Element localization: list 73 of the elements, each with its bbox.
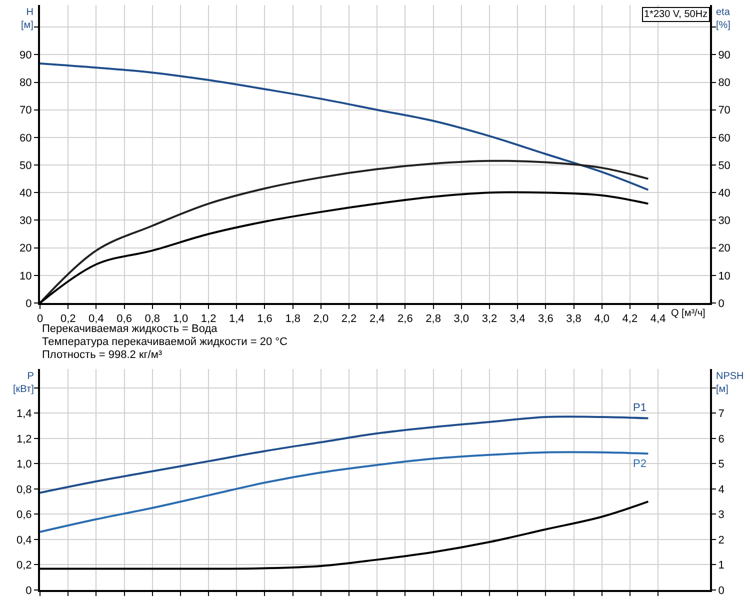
x-axis-title: Q [м³/ч] (671, 308, 706, 319)
y-axis-title: H [м] (21, 7, 34, 31)
y2-tick-label: 60 (718, 132, 730, 144)
y2-tick-label: 3 (718, 509, 724, 522)
y-tick-label: 0,4 (16, 534, 32, 546)
y-tick-label: 90 (20, 50, 32, 62)
x-tick-label: 0 (36, 313, 44, 326)
y2-tick-label: 80 (718, 77, 730, 90)
x-tick-label: 4,4 (650, 313, 666, 326)
x-tick-label: 2,0 (313, 313, 329, 326)
x-tick-label: 2,2 (341, 313, 357, 326)
y-tick-label: 0 (26, 298, 32, 310)
text: Температура перекачиваемой жидкости = 20 °C (42, 336, 288, 348)
series-label: P2 (633, 458, 646, 470)
y2-tick-label: 6 (718, 433, 724, 446)
y-tick-label: 1,2 (16, 433, 32, 446)
x-tick-label: 1,2 (200, 313, 216, 326)
y-axis-title: P [кВт] (13, 371, 34, 395)
x-tick-label: 3,6 (538, 313, 554, 326)
y2-tick-label: 10 (718, 270, 730, 282)
y-tick-label: 40 (20, 187, 32, 200)
y2-tick-label: 7 (718, 408, 724, 420)
x-tick-label: 1,4 (229, 313, 244, 326)
y-tick-label: 1,0 (16, 458, 32, 471)
chart-title: 1*230 V, 50Hz (644, 9, 708, 20)
y-tick-label: 0,6 (16, 509, 32, 522)
x-tick-label: 0,6 (116, 313, 132, 326)
x-tick-label: 3,2 (482, 313, 498, 326)
y-tick-label: 0 (26, 584, 32, 597)
x-tick-label: 2,8 (426, 313, 441, 326)
x-tick-label: 0,4 (88, 313, 104, 326)
x-tick-label: 3,8 (566, 313, 582, 326)
x-tick-label: 2,6 (398, 313, 413, 326)
y-tick-label: 80 (20, 77, 32, 90)
y-tick-label: 30 (20, 215, 32, 228)
text: Перекачиваемая жидкость = Вода (42, 323, 218, 335)
y2-tick-label: 0 (718, 584, 724, 597)
series-label: P1 (633, 402, 646, 414)
y-tick-label: 10 (20, 270, 32, 282)
x-tick-label: 3,4 (510, 313, 526, 326)
x-tick-label: 4,2 (622, 313, 638, 326)
y2-tick-label: 70 (718, 104, 730, 117)
y2-tick-label: 90 (718, 50, 730, 62)
x-tick-label: 1,0 (172, 313, 188, 326)
y2-tick-label: 2 (718, 534, 724, 546)
y2-tick-label: 20 (718, 242, 730, 255)
x-tick-label: 3,0 (454, 313, 470, 326)
y-tick-label: 0,8 (16, 484, 32, 496)
y2-axis-title: eta [%] (716, 7, 731, 31)
line-series (40, 62, 650, 191)
x-tick-label: 1,6 (257, 313, 272, 326)
x-tick-label: 0,2 (60, 313, 76, 326)
y-tick-label: 20 (20, 242, 32, 255)
y2-tick-label: 30 (718, 215, 730, 228)
y-tick-label: 60 (20, 132, 32, 144)
y2-axis-title: NPSH [м] (716, 371, 744, 395)
y2-tick-label: 0 (718, 298, 724, 310)
x-tick-label: 0,8 (144, 313, 160, 326)
line-series (40, 451, 650, 533)
y2-tick-label: 50 (718, 160, 730, 172)
x-tick-label: 4,0 (594, 313, 610, 326)
text: Плотность = 998.2 кг/м³ (42, 349, 162, 361)
line-series (40, 416, 650, 494)
x-tick-label: 2,4 (369, 313, 385, 326)
y-tick-label: 70 (20, 104, 32, 117)
y2-tick-label: 1 (718, 560, 724, 572)
y-tick-label: 50 (20, 160, 32, 172)
y2-tick-label: 5 (718, 458, 724, 471)
y2-tick-label: 4 (718, 484, 724, 496)
y2-tick-label: 40 (718, 187, 730, 200)
y-tick-label: 1,4 (16, 408, 32, 420)
y-tick-label: 0,2 (16, 560, 32, 572)
x-tick-label: 1,8 (285, 313, 300, 326)
